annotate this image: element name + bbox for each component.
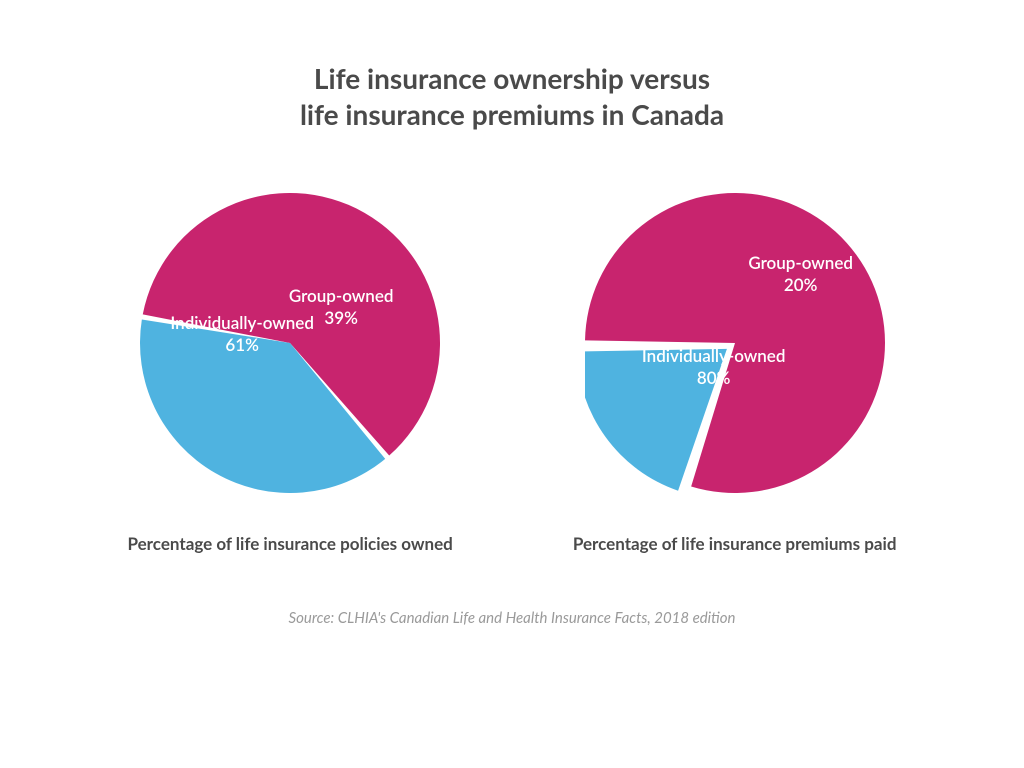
title-line-2: life insurance premiums in Canada [300, 97, 724, 131]
title-line-1: Life insurance ownership versus [314, 61, 710, 95]
slice-label-individual: Individually-owned 80% [642, 345, 786, 389]
chart-premiums-paid: Individually-owned 80% Group-owned 20% P… [573, 193, 897, 554]
charts-row: Individually-owned 61% Group-owned 39% P… [0, 193, 1024, 554]
chart-policies-owned: Individually-owned 61% Group-owned 39% P… [127, 193, 452, 554]
chart-title: Life insurance ownership versus life ins… [300, 60, 724, 133]
pie-premiums-paid: Individually-owned 80% Group-owned 20% [585, 193, 885, 493]
slice-label-group: Group-owned 39% [289, 285, 394, 329]
source-text: Source: CLHIA's Canadian Life and Health… [289, 609, 736, 627]
slice-label-group: Group-owned 20% [748, 252, 853, 296]
chart-subtitle: Percentage of life insurance policies ow… [127, 533, 452, 554]
chart-subtitle: Percentage of life insurance premiums pa… [573, 533, 897, 554]
pie-svg-1 [585, 193, 885, 493]
pie-policies-owned: Individually-owned 61% Group-owned 39% [140, 193, 440, 493]
